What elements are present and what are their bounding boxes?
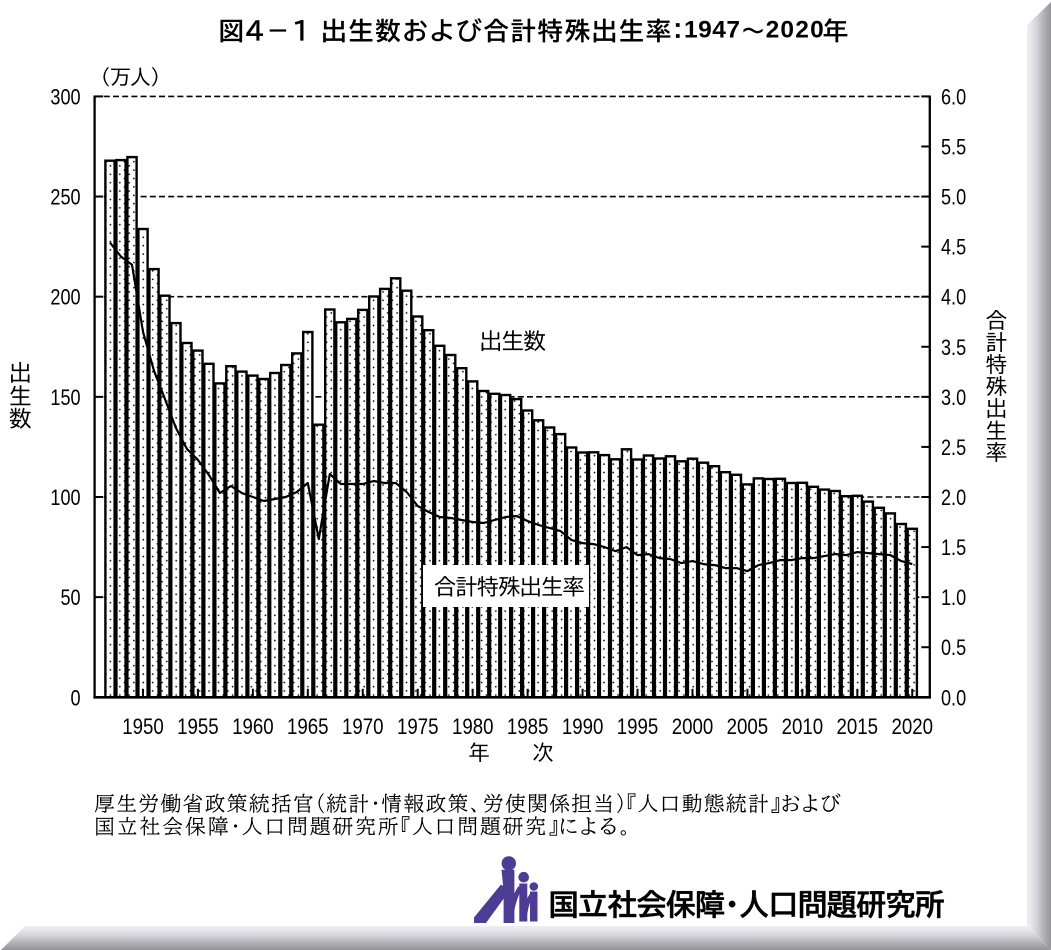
svg-text:2010: 2010 [782, 715, 824, 740]
svg-text:1995: 1995 [617, 715, 659, 740]
svg-text:300: 300 [50, 86, 80, 110]
svg-text:1990: 1990 [562, 715, 604, 740]
svg-text:4.0: 4.0 [941, 286, 966, 310]
svg-text:3.5: 3.5 [941, 336, 966, 360]
svg-text:2000: 2000 [672, 715, 714, 740]
svg-text:2015: 2015 [837, 715, 879, 740]
svg-text:6.0: 6.0 [941, 86, 966, 110]
svg-text:1970: 1970 [342, 715, 384, 740]
svg-text:250: 250 [50, 186, 80, 210]
svg-text:1980: 1980 [452, 715, 494, 740]
svg-text:4.5: 4.5 [941, 236, 966, 260]
svg-text:2.5: 2.5 [941, 436, 966, 460]
svg-text:0.5: 0.5 [941, 637, 966, 661]
svg-text:1950: 1950 [122, 715, 164, 740]
svg-text:1965: 1965 [287, 715, 329, 740]
svg-text:1947: 1947 [684, 17, 741, 44]
svg-text:1960: 1960 [232, 715, 274, 740]
svg-text:150: 150 [50, 386, 80, 410]
svg-text:5.5: 5.5 [941, 136, 966, 160]
svg-text:50: 50 [60, 587, 80, 611]
svg-text:2.0: 2.0 [941, 486, 966, 510]
svg-text:1.0: 1.0 [941, 587, 966, 611]
svg-text:1955: 1955 [177, 715, 219, 740]
svg-text:5.0: 5.0 [941, 186, 966, 210]
svg-text:1.5: 1.5 [941, 537, 966, 561]
svg-text:1975: 1975 [397, 715, 439, 740]
svg-text:2020: 2020 [766, 17, 825, 44]
svg-text:0.0: 0.0 [941, 687, 966, 711]
svg-text:1985: 1985 [507, 715, 549, 740]
svg-text:0: 0 [71, 687, 81, 711]
svg-text:200: 200 [50, 286, 80, 310]
svg-text:2005: 2005 [727, 715, 769, 740]
svg-text:100: 100 [50, 486, 80, 510]
svg-text:2020: 2020 [892, 715, 934, 740]
svg-text:3.0: 3.0 [941, 386, 966, 410]
